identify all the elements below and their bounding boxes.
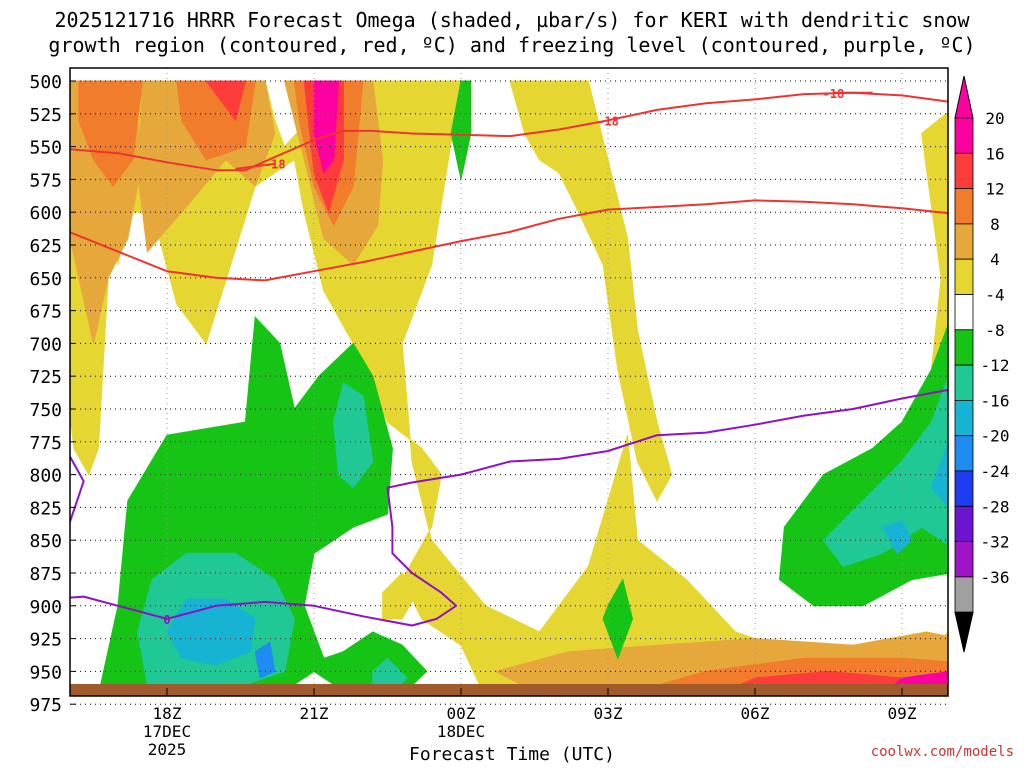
colorbar-label-1: 16	[985, 144, 1004, 163]
y-tick-label-17: 925	[29, 630, 62, 651]
omega-region-26	[166, 598, 256, 666]
y-tick-label-2: 550	[29, 138, 62, 159]
dgz-contour-label-1: -18	[264, 158, 286, 172]
colorbar-label-12: -32	[981, 533, 1010, 552]
y-axis: 500 525 550 575 600 625 650 675 700 725 750 775 800 8…	[29, 72, 76, 716]
dgz-contour-line-0	[70, 91, 948, 172]
colorbar-label-8: -16	[981, 391, 1010, 410]
y-tick-label-10: 750	[29, 400, 62, 421]
y-tick-label-11: 775	[29, 433, 62, 454]
y-tick-label-6: 650	[29, 269, 62, 290]
site-credit: coolwx.com/models	[870, 744, 1014, 760]
colorbar-label-5: -4	[985, 286, 1004, 305]
y-tick-label-0: 500	[29, 72, 62, 93]
colorbar-over-triangle	[954, 75, 974, 119]
colorbar-swatch-12	[954, 541, 974, 578]
omega-region-2	[509, 80, 673, 502]
omega-region-19	[450, 80, 472, 180]
x-axis-label: Forecast Time (UTC)	[409, 744, 615, 765]
omega-region-25	[822, 376, 948, 567]
omega-region-12	[205, 80, 247, 122]
y-tick-label-13: 825	[29, 498, 62, 519]
omega-region-8	[78, 80, 144, 187]
colorbar-swatch-13	[954, 576, 974, 613]
colorbar-label-0: 20	[985, 109, 1004, 128]
omega-region-3	[382, 572, 418, 620]
x-tick-label-1-0: 21Z	[300, 704, 329, 723]
colorbar-label-4: 4	[990, 250, 1000, 269]
dgz-contour-line-3	[70, 199, 948, 282]
y-tick-label-8: 700	[29, 334, 62, 355]
y-tick-label-5: 625	[29, 236, 62, 257]
omega-region-23	[333, 381, 374, 489]
y-tick-label-1: 525	[29, 105, 62, 126]
freezing-contour-line-1	[70, 454, 85, 525]
y-tick-label-18: 950	[29, 662, 62, 683]
y-tick-label-14: 850	[29, 531, 62, 552]
colorbar-swatch-4	[954, 258, 974, 295]
colorbar-label-9: -20	[981, 427, 1010, 446]
x-tick-label-2-0: 00Z	[447, 704, 476, 723]
chart-title-line-2: growth region (contoured, red, ºC) and f…	[48, 33, 976, 57]
colorbar-label-2: 12	[985, 180, 1004, 199]
omega-region-15	[313, 80, 340, 174]
x-tick-label-0-2: 2025	[148, 740, 187, 759]
dgz-contour-label-0: -18	[597, 114, 619, 128]
freezing-contour-label-0: 0	[163, 613, 170, 627]
y-tick-label-19: 975	[29, 695, 62, 716]
freezing-level-contours: 0	[70, 388, 948, 627]
y-tick-label-3: 575	[29, 170, 62, 191]
colorbar-label-13: -36	[981, 568, 1010, 587]
y-tick-label-4: 600	[29, 203, 62, 224]
x-tick-label-3-0: 03Z	[594, 704, 623, 723]
dgz-contour-label-2: -18	[823, 87, 845, 101]
colorbar-swatch-2	[954, 188, 974, 225]
freezing-contour-line-0	[70, 388, 948, 627]
colorbar-swatch-0	[954, 117, 974, 154]
omega-region-27	[881, 519, 913, 555]
omega-region-28	[930, 441, 948, 507]
dgz-contour-line-1	[235, 162, 275, 170]
colorbar-swatch-9	[954, 435, 974, 472]
colorbar-label-7: -12	[981, 356, 1010, 375]
colorbar-swatch-5	[954, 294, 974, 331]
x-tick-label-5-0: 09Z	[888, 704, 917, 723]
colorbar-swatch-8	[954, 399, 974, 437]
colorbar-under-triangle	[954, 611, 974, 653]
colorbar-swatch-1	[954, 152, 974, 190]
colorbar-label-11: -28	[981, 497, 1010, 516]
chart-title-line-1: 2025121716 HRRR Forecast Omega (shaded, …	[54, 8, 970, 32]
y-tick-label-7: 675	[29, 302, 62, 323]
y-tick-label-15: 875	[29, 564, 62, 585]
y-tick-label-16: 900	[29, 597, 62, 618]
omega-region-29	[254, 641, 276, 679]
omega-shading	[70, 80, 948, 696]
x-tick-label-0-1: 17DEC	[143, 722, 191, 741]
colorbar: 20 16 12 8 4 -4 -8 -12 -16 -20 -24 -28 -32 -36	[954, 75, 1010, 653]
plot-frame	[69, 67, 949, 697]
colorbar-swatch-10	[954, 470, 974, 507]
dgz-contours: -18 -18 -18	[70, 87, 948, 282]
colorbar-swatch-7	[954, 364, 974, 401]
colorbar-label-10: -24	[981, 462, 1010, 481]
x-tick-label-0-0: 18Z	[153, 704, 182, 723]
colorbar-label-6: -8	[985, 321, 1004, 340]
colorbar-swatch-3	[954, 223, 974, 260]
colorbar-swatch-6	[954, 329, 974, 366]
colorbar-label-3: 8	[990, 215, 1000, 234]
ground-layer	[70, 684, 948, 696]
x-tick-label-4-0: 06Z	[741, 704, 770, 723]
y-tick-label-9: 725	[29, 367, 62, 388]
y-tick-label-12: 800	[29, 466, 62, 487]
x-tick-label-2-1: 18DEC	[437, 722, 485, 741]
colorbar-swatch-11	[954, 505, 974, 542]
